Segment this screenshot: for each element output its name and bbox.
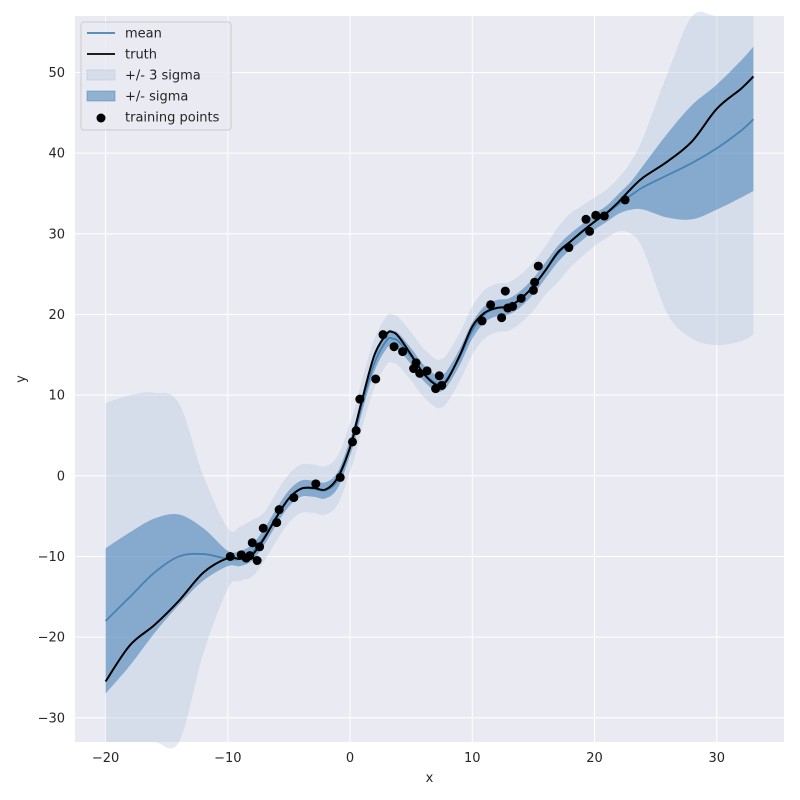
training-point — [378, 330, 388, 340]
legend-label: +/- sigma — [125, 90, 188, 105]
training-point — [371, 374, 381, 384]
series-lines — [104, 75, 755, 683]
training-point — [335, 472, 345, 482]
y-tick-label: 50 — [48, 66, 65, 81]
training-point — [591, 210, 601, 220]
training-point — [528, 285, 538, 295]
legend-label: training points — [125, 111, 220, 126]
training-point — [355, 394, 365, 404]
training-point — [398, 347, 408, 357]
legend-marker-swatch — [96, 113, 106, 123]
training-point — [437, 380, 447, 390]
training-point — [581, 214, 591, 224]
training-point — [245, 551, 255, 561]
x-axis-label: x — [426, 771, 434, 786]
truth-line — [104, 75, 755, 683]
training-point — [255, 542, 265, 552]
training-point — [289, 493, 299, 503]
training-point — [252, 556, 262, 565]
training-point — [274, 505, 284, 515]
training-point — [415, 368, 425, 378]
y-tick-label: 10 — [48, 389, 65, 404]
y-tick-label: −20 — [38, 631, 65, 646]
training-point — [500, 286, 510, 296]
training-points — [225, 195, 630, 565]
training-point — [272, 518, 282, 528]
training-point — [530, 277, 540, 287]
legend-box — [80, 21, 232, 131]
training-point — [411, 358, 421, 368]
training-point — [599, 211, 609, 221]
y-tick-label: −30 — [38, 711, 65, 726]
training-point — [533, 261, 543, 271]
training-point — [434, 371, 444, 381]
training-point — [247, 538, 257, 548]
y-tick-label: −10 — [38, 550, 65, 565]
y-axis-label: y — [14, 375, 29, 383]
y-tick-label: 20 — [48, 308, 65, 323]
training-point — [422, 366, 432, 376]
training-point — [497, 313, 507, 323]
tick-labels: −20 −10 0 10 20 30 −30 −20 −10 0 10 20 30 40 50 — [38, 66, 725, 766]
x-tick-label: 0 — [346, 751, 354, 766]
training-point — [351, 426, 361, 436]
legend-label: mean — [125, 27, 162, 42]
x-tick-label: −10 — [214, 751, 241, 766]
legend-label: +/- 3 sigma — [125, 69, 201, 84]
training-point — [585, 226, 595, 236]
training-point — [620, 195, 630, 205]
y-tick-label: 0 — [57, 469, 65, 484]
legend-patch-swatch — [86, 69, 116, 81]
y-tick-label: 40 — [48, 147, 65, 162]
training-point — [389, 342, 399, 352]
legend-label: truth — [125, 48, 157, 63]
training-point — [347, 437, 357, 447]
x-tick-label: 30 — [708, 751, 725, 766]
y-tick-label: 30 — [48, 227, 65, 242]
training-point — [311, 479, 321, 489]
x-tick-label: 10 — [464, 751, 481, 766]
x-tick-label: −20 — [92, 751, 119, 766]
training-point — [477, 316, 487, 326]
training-point — [516, 293, 526, 303]
training-point — [486, 300, 496, 310]
legend: mean truth +/- 3 sigma +/- sigma training po… — [80, 21, 232, 131]
x-tick-label: 20 — [586, 751, 603, 766]
legend-patch-swatch — [86, 90, 116, 102]
training-point — [258, 523, 268, 533]
training-point — [225, 551, 235, 561]
training-point — [508, 301, 518, 311]
training-point — [564, 243, 574, 253]
